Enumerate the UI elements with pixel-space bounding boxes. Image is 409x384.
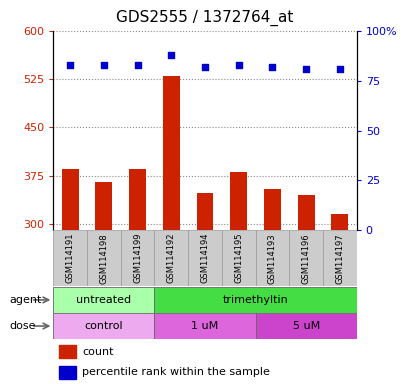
FancyBboxPatch shape xyxy=(154,313,255,339)
Text: percentile rank within the sample: percentile rank within the sample xyxy=(82,367,270,377)
FancyBboxPatch shape xyxy=(255,230,289,286)
FancyBboxPatch shape xyxy=(53,230,87,286)
FancyBboxPatch shape xyxy=(154,287,356,313)
Point xyxy=(168,51,174,58)
Text: 5 uM: 5 uM xyxy=(292,321,319,331)
Point xyxy=(67,61,73,68)
FancyBboxPatch shape xyxy=(221,230,255,286)
Point xyxy=(134,61,141,68)
Bar xyxy=(297,195,314,230)
Bar xyxy=(129,169,146,230)
Text: agent: agent xyxy=(9,295,41,305)
Text: dose: dose xyxy=(9,321,36,331)
FancyBboxPatch shape xyxy=(255,313,356,339)
Point xyxy=(268,64,275,70)
Text: GSM114197: GSM114197 xyxy=(335,233,344,283)
Bar xyxy=(230,172,247,230)
Point xyxy=(302,66,309,72)
FancyBboxPatch shape xyxy=(53,287,154,313)
FancyBboxPatch shape xyxy=(188,230,221,286)
Text: 1 uM: 1 uM xyxy=(191,321,218,331)
FancyBboxPatch shape xyxy=(154,230,188,286)
Bar xyxy=(59,345,76,358)
FancyBboxPatch shape xyxy=(322,230,356,286)
Bar xyxy=(62,169,79,230)
Text: GSM114194: GSM114194 xyxy=(200,233,209,283)
FancyBboxPatch shape xyxy=(120,230,154,286)
FancyBboxPatch shape xyxy=(87,230,120,286)
Text: GDS2555 / 1372764_at: GDS2555 / 1372764_at xyxy=(116,10,293,26)
Text: GSM114193: GSM114193 xyxy=(267,233,276,283)
Point xyxy=(235,61,241,68)
Point xyxy=(201,64,208,70)
Bar xyxy=(95,182,112,230)
Text: control: control xyxy=(84,321,123,331)
Bar xyxy=(330,214,347,230)
Bar xyxy=(162,76,179,230)
Text: GSM114196: GSM114196 xyxy=(301,233,310,283)
Text: GSM114198: GSM114198 xyxy=(99,233,108,283)
FancyBboxPatch shape xyxy=(289,230,322,286)
Text: GSM114199: GSM114199 xyxy=(133,233,142,283)
Text: count: count xyxy=(82,347,113,357)
Text: GSM114192: GSM114192 xyxy=(166,233,175,283)
Point xyxy=(336,66,342,72)
Bar xyxy=(196,193,213,230)
FancyBboxPatch shape xyxy=(53,313,154,339)
Point xyxy=(100,61,107,68)
Text: GSM114191: GSM114191 xyxy=(65,233,74,283)
Text: untreated: untreated xyxy=(76,295,131,305)
Text: GSM114195: GSM114195 xyxy=(234,233,243,283)
Bar xyxy=(59,366,76,379)
Text: trimethyltin: trimethyltin xyxy=(222,295,288,305)
Bar xyxy=(263,189,280,230)
